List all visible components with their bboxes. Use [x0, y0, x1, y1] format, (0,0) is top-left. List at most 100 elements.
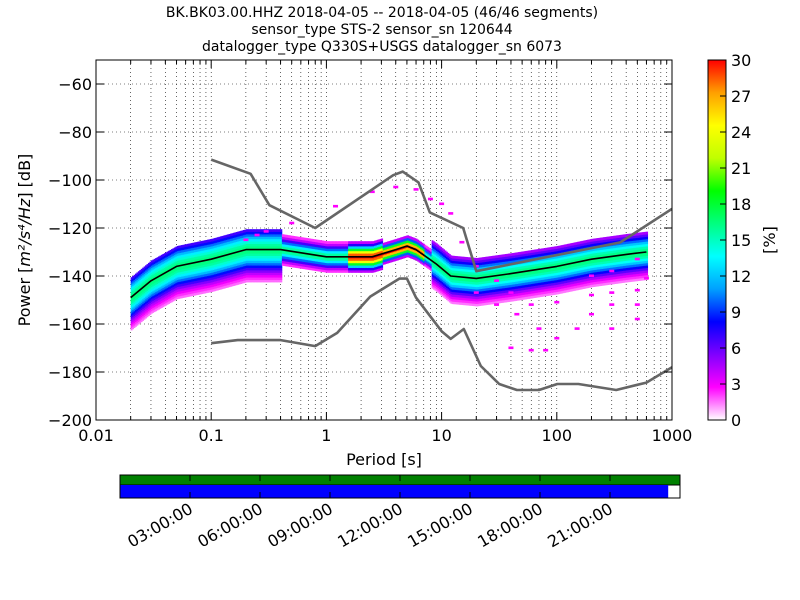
- psd-heatmap-cell: [191, 264, 193, 268]
- psd-heatmap-cell: [456, 294, 458, 298]
- psd-heatmap-cell: [294, 255, 297, 259]
- psd-heatmap-cell: [307, 238, 310, 242]
- psd-heatmap-cell: [487, 258, 490, 262]
- psd-heatmap-cell: [479, 286, 481, 290]
- psd-heatmap-cell: [336, 265, 339, 268]
- psd-heatmap-cell: [431, 261, 434, 265]
- psd-heatmap-cell: [140, 309, 143, 313]
- psd-heatmap-cell: [297, 253, 300, 257]
- psd-heatmap-cell: [343, 262, 346, 266]
- psd-heatmap-cell: [434, 280, 437, 284]
- psd-heatmap-cell: [244, 229, 247, 233]
- psd-heatmap-cell: [142, 284, 145, 288]
- psd-heatmap-cell: [140, 314, 143, 318]
- psd-heatmap-cell: [500, 295, 503, 299]
- psd-heatmap-cell: [139, 284, 142, 288]
- psd-heatmap-cell: [303, 244, 306, 248]
- psd-heatmap-cell: [202, 290, 205, 294]
- psd-heatmap-cell: [467, 271, 470, 275]
- psd-heatmap-cell: [350, 243, 353, 247]
- psd-heatmap-cell: [234, 275, 237, 279]
- psd-heatmap-cell: [182, 283, 185, 286]
- psd-heatmap-cell: [510, 282, 513, 285]
- psd-heatmap-cell: [264, 255, 267, 259]
- psd-heatmap-cell: [219, 245, 222, 249]
- psd-heatmap-cell: [365, 265, 368, 268]
- psd-heatmap-cell: [143, 276, 146, 279]
- psd-heatmap-cell: [169, 293, 172, 296]
- psd-heatmap-cell: [188, 267, 191, 271]
- psd-heatmap-cell: [192, 283, 195, 287]
- psd-heatmap-cell: [500, 300, 503, 304]
- psd-heatmap-cell: [276, 274, 278, 278]
- psd-heatmap-cell: [398, 254, 401, 258]
- psd-heatmap-cell: [219, 284, 222, 288]
- psd-heatmap-cell: [313, 241, 316, 245]
- psd-heatmap-cell: [251, 272, 254, 276]
- psd-heatmap-cell: [460, 261, 463, 265]
- psd-heatmap-cell: [205, 244, 208, 248]
- psd-heatmap-cell: [451, 267, 454, 271]
- psd-heatmap-cell: [235, 275, 238, 278]
- psd-heatmap-cell: [208, 287, 211, 291]
- psd-heatmap-cell: [493, 298, 496, 302]
- psd-heatmap-cell: [392, 246, 395, 250]
- psd-heatmap-cell: [532, 273, 535, 277]
- psd-heatmap-cell: [160, 276, 163, 280]
- psd-heatmap-cell: [139, 294, 142, 297]
- psd-heatmap-cell: [150, 310, 153, 314]
- psd-heatmap-cell: [251, 277, 254, 280]
- psd-heatmap-cell: [254, 250, 257, 254]
- psd-heatmap-cell: [276, 270, 278, 273]
- psd-heatmap-cell: [166, 277, 169, 281]
- psd-heatmap-cell: [454, 255, 457, 259]
- psd-heatmap-cell: [431, 257, 434, 260]
- psd-heatmap-cell: [158, 278, 160, 281]
- psd-heatmap-cell: [266, 255, 268, 259]
- psd-heatmap-cell: [496, 293, 499, 297]
- psd-heatmap-cell: [185, 260, 188, 264]
- psd-heatmap-cell: [222, 281, 225, 284]
- psd-heatmap-cell: [280, 272, 283, 276]
- psd-heatmap-cell: [271, 250, 274, 254]
- psd-heatmap-cell: [338, 267, 340, 271]
- psd-heatmap-cell: [359, 265, 362, 268]
- psd-heatmap-cell: [222, 257, 225, 260]
- psd-heatmap-cell: [332, 250, 335, 254]
- psd-heatmap-cell: [215, 263, 218, 267]
- psd-heatmap-cell: [139, 291, 142, 295]
- psd-heatmap-cell: [463, 280, 466, 284]
- psd-heatmap-cell: [253, 279, 255, 283]
- psd-heatmap-cell: [463, 273, 466, 277]
- psd-heatmap-cell: [277, 236, 280, 240]
- psd-heatmap-cell: [391, 244, 394, 248]
- psd-heatmap-cell: [391, 256, 394, 260]
- psd-heatmap-cell: [343, 270, 346, 273]
- psd-heatmap-cell: [293, 260, 296, 263]
- psd-heatmap-cell: [483, 300, 486, 304]
- psd-heatmap-cell: [168, 296, 170, 300]
- psd-heatmap-cell: [155, 258, 157, 261]
- psd-heatmap-cell: [170, 294, 173, 298]
- psd-heatmap-cell: [518, 283, 520, 287]
- psd-heatmap-cell: [487, 278, 490, 281]
- psd-heatmap-cell: [242, 244, 245, 248]
- psd-heatmap-cell: [518, 292, 520, 296]
- psd-heatmap-cell: [254, 265, 257, 268]
- psd-heatmap-cell: [261, 241, 264, 244]
- psd-heatmap-cell: [518, 280, 520, 284]
- psd-heatmap-cell: [433, 241, 435, 245]
- psd-heatmap-cell: [160, 261, 163, 265]
- psd-heatmap-cell: [392, 239, 395, 243]
- psd-heatmap-cell: [267, 258, 270, 261]
- psd-heatmap-cell: [304, 245, 307, 248]
- psd-heatmap-cell: [359, 260, 362, 264]
- psd-heatmap-cell: [438, 291, 441, 295]
- psd-heatmap-cell: [224, 263, 227, 267]
- psd-heatmap-cell: [176, 293, 179, 297]
- psd-heatmap-cell: [422, 262, 425, 266]
- psd-heatmap-cell: [156, 298, 159, 301]
- psd-heatmap-cell: [201, 288, 204, 292]
- psd-heatmap-cell: [460, 270, 463, 274]
- psd-heatmap-cell: [218, 260, 221, 264]
